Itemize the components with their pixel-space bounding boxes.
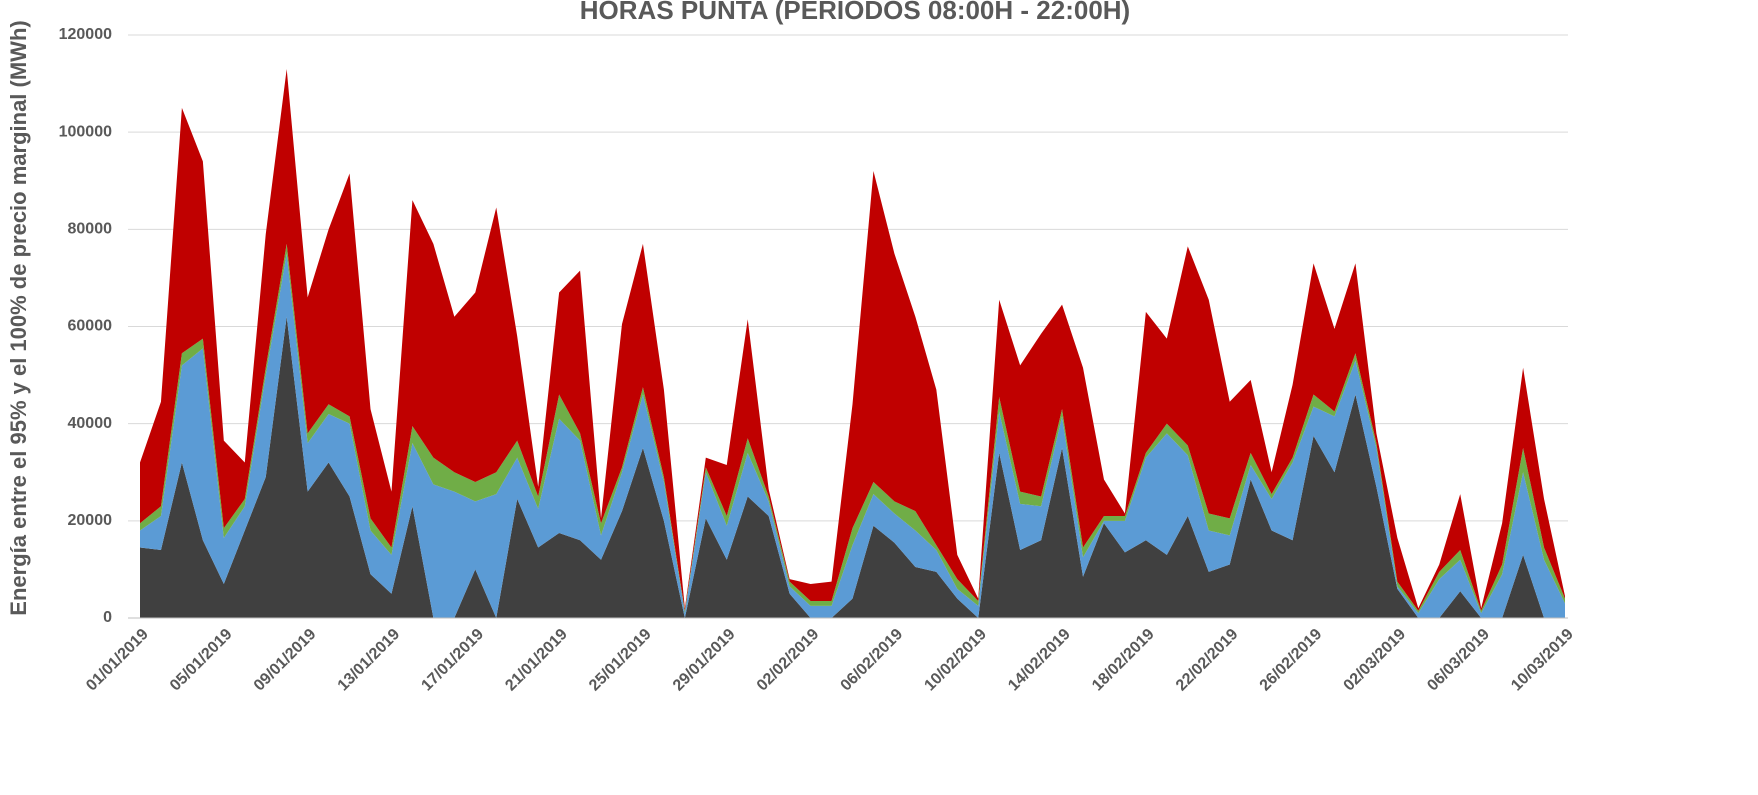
x-tick-label: 10/02/2019	[921, 626, 990, 695]
y-tick-label: 40000	[68, 415, 113, 432]
x-tick-label: 06/03/2019	[1424, 626, 1493, 695]
area-series	[140, 243, 1565, 614]
area-series	[140, 316, 1565, 618]
x-tick-label: 17/01/2019	[418, 626, 487, 695]
y-tick-label: 60000	[68, 318, 113, 335]
x-tick-label: 14/02/2019	[1005, 626, 1074, 695]
y-tick-label: 100000	[59, 123, 112, 140]
x-tick-label: 02/03/2019	[1341, 626, 1410, 695]
x-tick-label: 25/01/2019	[586, 626, 655, 695]
y-axis-label: Energía entre el 95% y el 100% de precio…	[6, 20, 31, 615]
x-tick-label: 06/02/2019	[838, 626, 907, 695]
x-tick-label: 09/01/2019	[251, 626, 320, 695]
y-tick-label: 20000	[68, 512, 113, 529]
x-tick-label: 05/01/2019	[167, 626, 236, 695]
x-tick-label: 01/01/2019	[83, 626, 152, 695]
x-tick-label: 29/01/2019	[670, 626, 739, 695]
x-tick-label: 22/02/2019	[1173, 626, 1242, 695]
y-tick-label: 0	[103, 609, 112, 626]
y-tick-label: 80000	[68, 221, 113, 238]
x-tick-label: 21/01/2019	[502, 626, 571, 695]
x-tick-label: 10/03/2019	[1508, 626, 1577, 695]
x-tick-label: 13/01/2019	[335, 626, 404, 695]
x-tick-label: 26/02/2019	[1257, 626, 1326, 695]
x-tick-label: 18/02/2019	[1089, 626, 1158, 695]
x-tick-label: 02/02/2019	[754, 626, 823, 695]
chart-title: HORAS PUNTA (PERIODOS 08:00H - 22:00H)	[580, 0, 1130, 25]
area-series	[140, 253, 1565, 618]
y-tick-label: 120000	[59, 26, 112, 43]
area-series	[140, 69, 1565, 611]
